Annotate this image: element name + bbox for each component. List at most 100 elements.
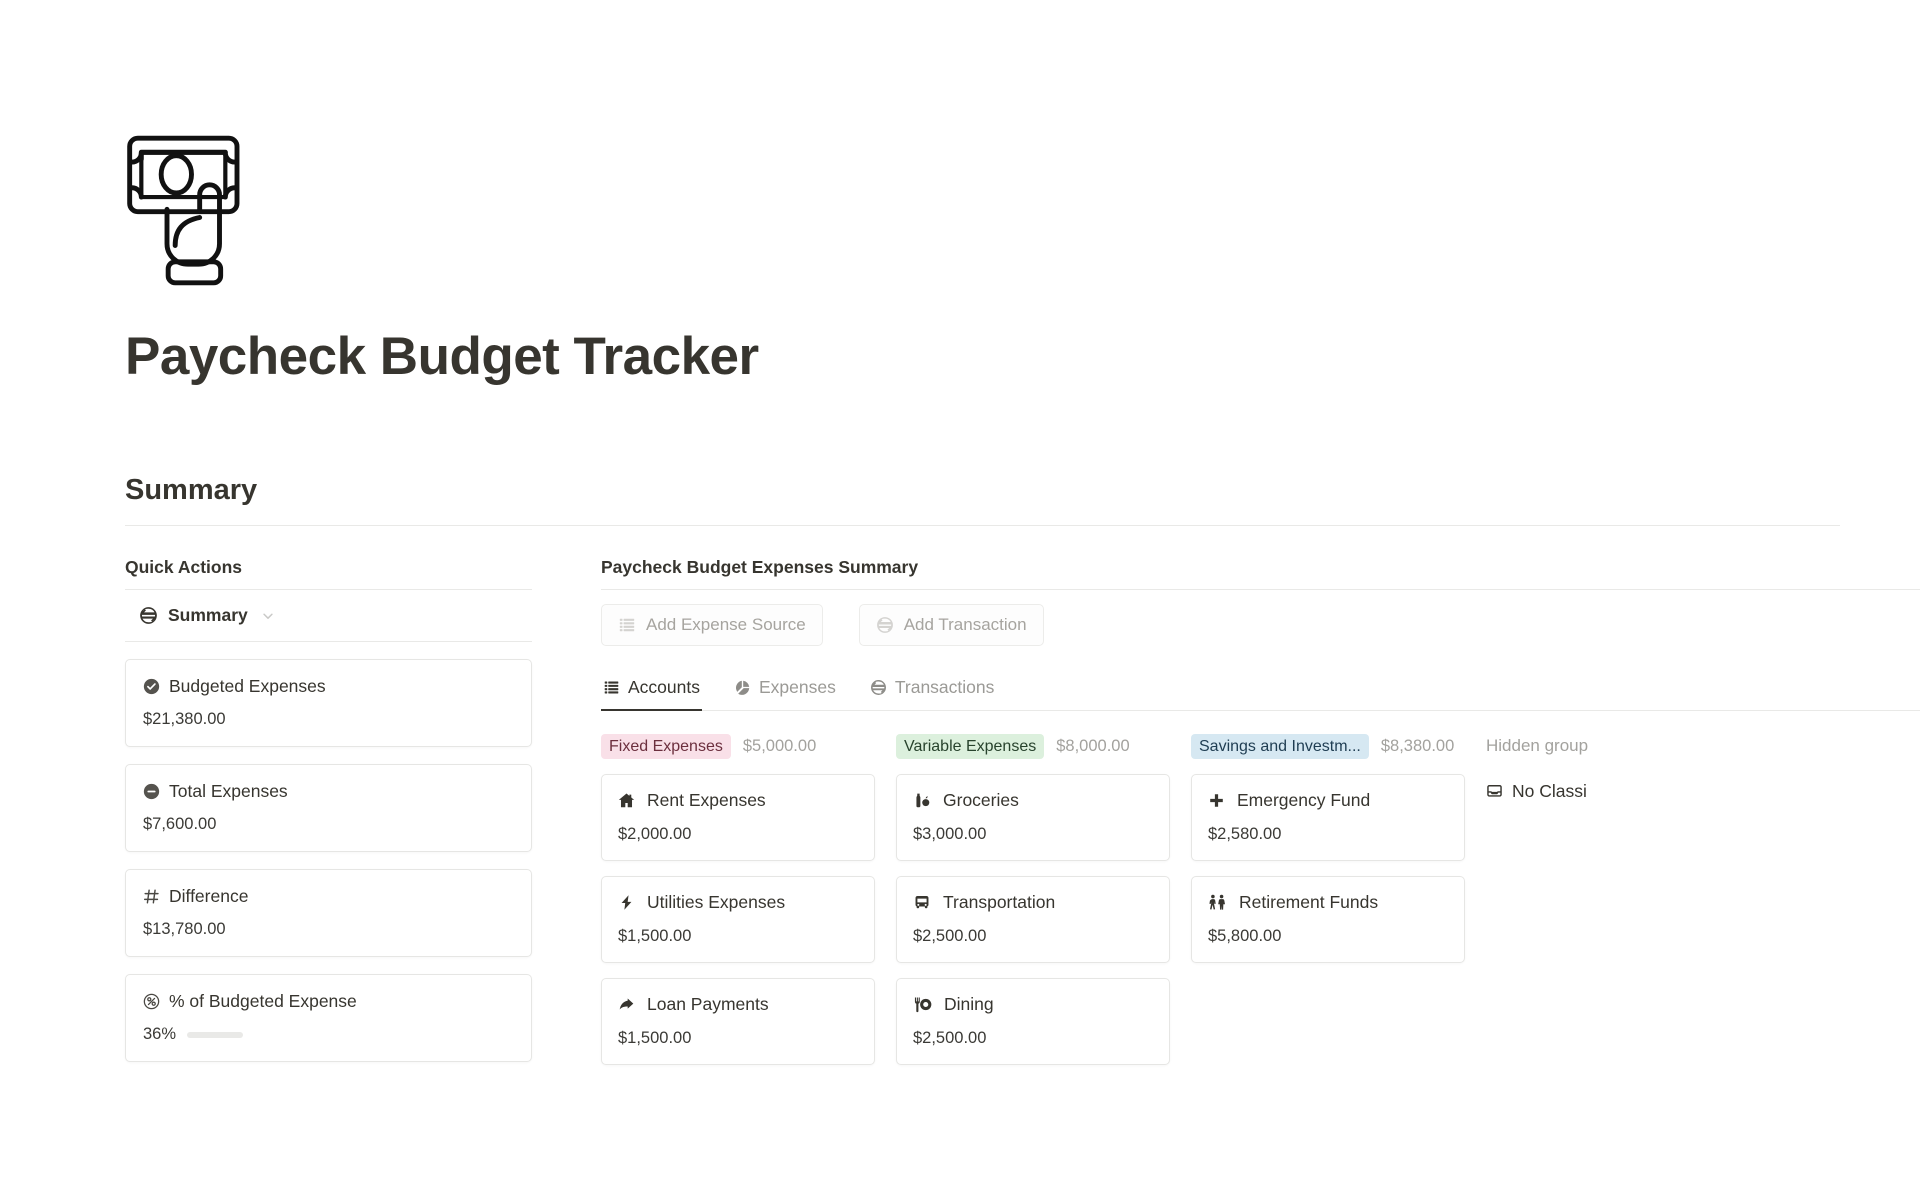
group-header: Savings and Investm... $8,380.00: [1191, 733, 1465, 760]
hidden-group-header: Hidden group: [1486, 733, 1746, 759]
transfer-icon: [876, 616, 894, 634]
groceries-icon: [913, 792, 931, 809]
add-expense-source-button[interactable]: Add Expense Source: [601, 604, 823, 647]
stat-card-budgeted-expenses[interactable]: Budgeted Expenses $21,380.00: [125, 659, 532, 748]
tab-transactions-label: Transactions: [894, 677, 995, 698]
group-header: Variable Expenses $8,000.00: [896, 733, 1170, 760]
expense-card-emergency-fund[interactable]: Emergency Fund $2,580.00: [1191, 774, 1465, 862]
hidden-group-item-no-classification[interactable]: No Classi: [1486, 781, 1746, 802]
expense-card-label: Retirement Funds: [1239, 892, 1379, 913]
stat-label-row: Difference: [143, 886, 514, 907]
page-title: Paycheck Budget Tracker: [125, 327, 759, 386]
bus-icon: [913, 894, 931, 911]
tab-expenses[interactable]: Expenses: [732, 671, 838, 711]
add-transaction-button[interactable]: Add Transaction: [858, 604, 1044, 647]
stat-label-row: Budgeted Expenses: [143, 676, 514, 697]
transfer-icon: [870, 679, 887, 696]
expense-card-value: $3,000.00: [913, 825, 987, 844]
expense-card-value: $2,000.00: [618, 825, 692, 844]
section-divider: [125, 525, 1840, 527]
expense-card-label: Dining: [944, 994, 994, 1015]
summary-view-selector-label: Summary: [168, 605, 248, 626]
group-sum: $5,000.00: [742, 736, 817, 755]
group-header: Fixed Expenses $5,000.00: [601, 733, 875, 760]
expense-card-loan-payments[interactable]: Loan Payments $1,500.00: [601, 978, 875, 1066]
panel-action-row: Add Expense Source Add Transaction: [601, 590, 1920, 658]
group-sum: $8,380.00: [1380, 736, 1455, 755]
database-rows-icon: [618, 616, 636, 634]
view-tabs: Accounts Expenses Transactions: [601, 671, 1920, 712]
quick-actions-divider: [125, 589, 532, 591]
stat-card-difference[interactable]: Difference $13,780.00: [125, 869, 532, 958]
hidden-group-label: Hidden group: [1486, 736, 1589, 756]
expense-card-label-row: Utilities Expenses: [618, 892, 858, 913]
expense-card-label-row: Rent Expenses: [618, 790, 858, 811]
expense-card-label: Rent Expenses: [647, 790, 766, 811]
expense-card-value: $5,800.00: [1208, 927, 1282, 946]
board-column-fixed-expenses: Fixed Expenses $5,000.00 Rent Expenses $…: [601, 733, 875, 1066]
expense-card-retirement-funds[interactable]: Retirement Funds $5,800.00: [1191, 876, 1465, 964]
lightning-bolt-icon: [618, 894, 635, 911]
expense-card-label-row: Loan Payments: [618, 994, 858, 1015]
group-tag-fixed-expenses[interactable]: Fixed Expenses: [601, 733, 731, 760]
expense-card-label-row: Dining: [913, 994, 1153, 1015]
stat-value: $13,780.00: [143, 920, 226, 939]
share-arrow-icon: [618, 996, 635, 1013]
stat-card-percent-of-budgeted-expense[interactable]: % of Budgeted Expense 36%: [125, 974, 532, 1063]
expense-card-dining[interactable]: Dining $2,500.00: [896, 978, 1170, 1066]
body-grid: Quick Actions Summary: [0, 548, 1920, 1066]
progress-bar-track: [187, 1031, 244, 1038]
expense-card-value: $2,500.00: [913, 1029, 987, 1048]
expense-card-label-row: Groceries: [913, 790, 1153, 811]
tab-transactions[interactable]: Transactions: [868, 671, 997, 711]
expense-card-value: $2,500.00: [913, 927, 987, 946]
selector-divider: [125, 641, 532, 643]
transfer-icon: [139, 606, 158, 625]
stat-label-row: % of Budgeted Expense: [143, 991, 514, 1012]
tab-accounts[interactable]: Accounts: [601, 671, 702, 712]
hand-withdrawing-cash-icon: [125, 133, 265, 288]
no-classification-label: No Classi: [1512, 781, 1587, 802]
dining-icon: [913, 996, 932, 1013]
stat-value: $7,600.00: [143, 815, 217, 834]
expense-card-rent-expenses[interactable]: Rent Expenses $2,000.00: [601, 774, 875, 862]
expense-card-label: Loan Payments: [647, 994, 769, 1015]
quick-actions-panel: Quick Actions Summary: [125, 548, 532, 1063]
stat-label: % of Budgeted Expense: [169, 991, 357, 1012]
add-transaction-label: Add Transaction: [903, 615, 1027, 635]
expense-card-label: Utilities Expenses: [647, 892, 786, 913]
percent-circle-icon: [143, 993, 160, 1010]
inbox-tray-icon: [1486, 783, 1503, 800]
expense-card-groceries[interactable]: Groceries $3,000.00: [896, 774, 1170, 862]
plus-cross-icon: [1208, 792, 1225, 809]
stat-value: $21,380.00: [143, 710, 226, 729]
stat-label: Difference: [169, 886, 249, 907]
expenses-panel: Paycheck Budget Expenses Summary Add Exp…: [532, 548, 1920, 1066]
page-header: Paycheck Budget Tracker: [0, 0, 1920, 386]
expense-card-utilities-expenses[interactable]: Utilities Expenses $1,500.00: [601, 876, 875, 964]
stat-card-total-expenses[interactable]: Total Expenses $7,600.00: [125, 764, 532, 853]
group-tag-savings-and-investments[interactable]: Savings and Investm...: [1191, 733, 1369, 760]
database-rows-icon: [603, 679, 620, 696]
panel-divider: [601, 589, 1920, 591]
hash-icon: [143, 888, 160, 905]
tab-accounts-label: Accounts: [628, 677, 700, 698]
chevron-down-icon: [261, 609, 275, 623]
board-column-savings-and-investments: Savings and Investm... $8,380.00 Emergen…: [1191, 733, 1465, 1065]
pie-chart-icon: [734, 679, 751, 696]
add-expense-source-label: Add Expense Source: [646, 615, 806, 635]
expense-card-value: $2,580.00: [1208, 825, 1282, 844]
expense-card-label: Groceries: [943, 790, 1019, 811]
progress-percent-label: 36%: [143, 1025, 177, 1044]
group-tag-variable-expenses[interactable]: Variable Expenses: [896, 733, 1045, 760]
stat-label: Budgeted Expenses: [169, 676, 326, 697]
summary-view-selector[interactable]: Summary: [125, 590, 532, 641]
expense-card-label: Transportation: [943, 892, 1056, 913]
progress-row: 36%: [143, 1025, 514, 1044]
stat-label: Total Expenses: [169, 781, 288, 802]
check-circle-icon: [143, 678, 160, 695]
expense-card-value: $1,500.00: [618, 1029, 692, 1048]
people-icon: [1208, 894, 1227, 911]
expense-card-transportation[interactable]: Transportation $2,500.00: [896, 876, 1170, 964]
